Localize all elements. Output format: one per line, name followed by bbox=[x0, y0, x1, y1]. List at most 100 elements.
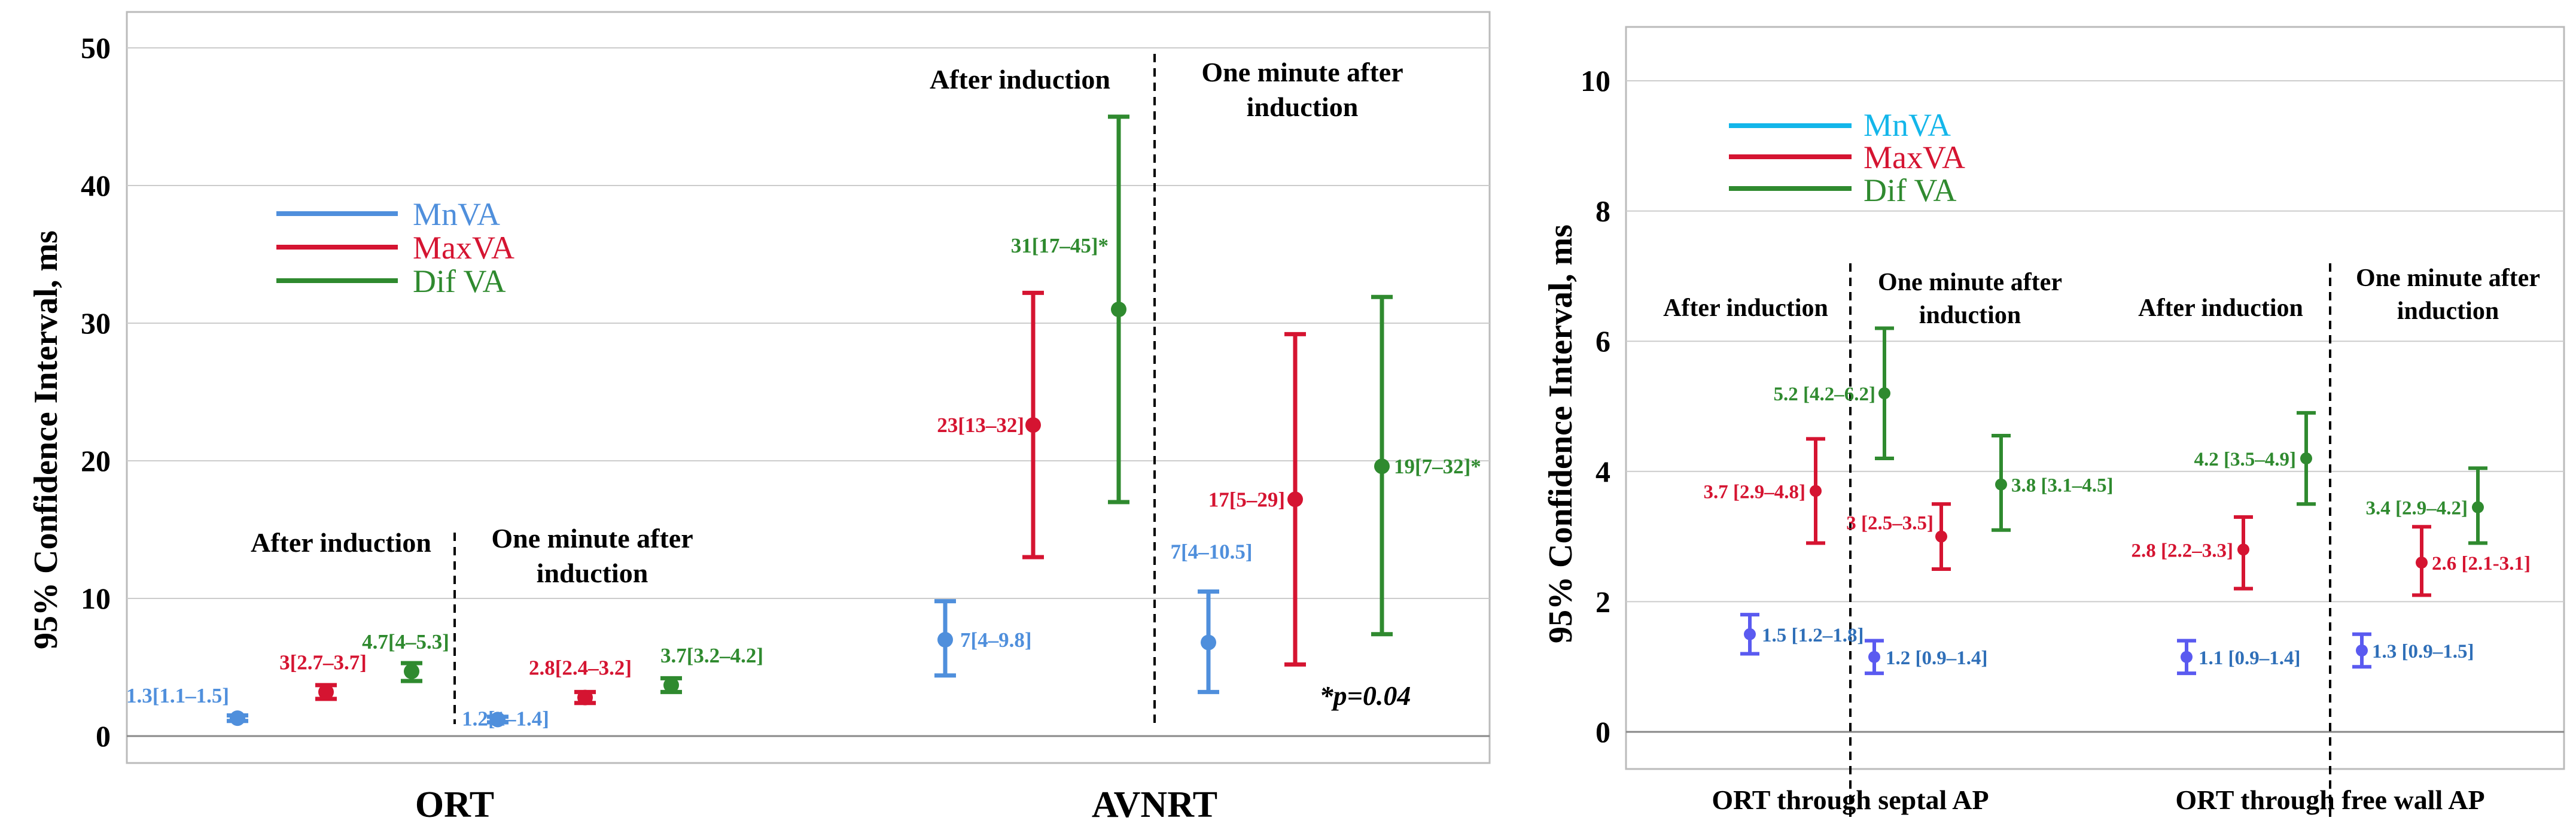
left-gridlines bbox=[127, 47, 1490, 737]
left-data-label-0: 1.3[1.1–1.5] bbox=[126, 684, 229, 707]
left-y-tick-label-5: 50 bbox=[81, 31, 111, 65]
left-point-marker-11 bbox=[1374, 458, 1390, 475]
right-data-label-9: 1.3 [0.9–1.5] bbox=[2372, 641, 2474, 662]
left-legend-maxva-label: MaxVA bbox=[413, 230, 514, 266]
left-point-marker-5 bbox=[663, 677, 679, 693]
left-y-ticks: 0 10 20 30 40 50 bbox=[81, 31, 111, 753]
right-freewall-header-one-minute-line2: induction bbox=[2397, 297, 2499, 325]
right-data-label-7: 2.8 [2.2–3.3] bbox=[2132, 540, 2233, 561]
left-data-label-5: 3.7[3.2–4.2] bbox=[660, 644, 763, 667]
left-data-label-4: 2.8[2.4–3.2] bbox=[529, 656, 632, 680]
left-ort-header-one-minute-line1: One minute after bbox=[491, 523, 693, 554]
left-error-bar-maxva-10: 17[5–29] bbox=[1208, 332, 1306, 667]
right-legend-maxva-label: MaxVA bbox=[1864, 139, 1965, 175]
left-data-label-7: 23[13–32] bbox=[937, 414, 1024, 437]
right-data-label-4: 3 [2.5–3.5] bbox=[1846, 513, 1933, 534]
left-data-label-11: 19[7–32]* bbox=[1394, 455, 1481, 478]
left-ort-header-after: After induction bbox=[251, 527, 431, 558]
left-group-label-avnrt: AVNRT bbox=[1092, 785, 1217, 825]
right-point-marker-9 bbox=[2356, 645, 2368, 656]
right-error-bar-difva-11: 3.4 [2.9–4.2] bbox=[2366, 466, 2487, 545]
right-error-bar-maxva-10: 2.6 [2.1-3.1] bbox=[2412, 525, 2531, 597]
right-y-tick-label-5: 10 bbox=[1581, 64, 1610, 98]
left-error-bar-difva-5: 3.7[3.2–4.2] bbox=[660, 644, 763, 694]
right-y-tick-label-2: 4 bbox=[1595, 455, 1610, 488]
left-point-marker-4 bbox=[577, 689, 593, 706]
right-y-axis-label: 95% Confidence Interval, ms bbox=[1542, 224, 1579, 643]
right-point-marker-3 bbox=[1868, 650, 1880, 663]
left-legend: MnVA MaxVA Dif VA bbox=[276, 196, 514, 299]
right-point-marker-11 bbox=[2472, 501, 2484, 513]
right-freewall-header-after: After induction bbox=[2138, 294, 2303, 322]
right-y-tick-label-3: 6 bbox=[1595, 324, 1610, 358]
right-point-marker-5 bbox=[1995, 478, 2007, 491]
left-group-label-ort: ORT bbox=[415, 785, 494, 825]
right-error-bar-mnva-9: 1.3 [0.9–1.5] bbox=[2352, 632, 2474, 669]
left-y-tick-label-4: 40 bbox=[81, 169, 111, 202]
left-y-axis-label: 95% Confidence Interval, ms bbox=[28, 230, 65, 649]
right-error-bar-maxva-1: 3.7 [2.9–4.8] bbox=[1704, 437, 1825, 545]
right-group-label-freewall: ORT through free wall AP bbox=[2175, 785, 2484, 815]
left-error-bar-mnva-6: 7[4–9.8] bbox=[934, 599, 1032, 678]
left-data-label-9: 7[4–10.5] bbox=[1170, 540, 1252, 564]
right-legend-difva-label: Dif VA bbox=[1864, 172, 1957, 208]
right-legend-mnva-label: MnVA bbox=[1864, 107, 1951, 143]
left-error-bar-mnva-0: 1.3[1.1–1.5] bbox=[126, 684, 248, 726]
right-point-marker-2 bbox=[1878, 387, 1890, 400]
right-legend: MnVA MaxVA Dif VA bbox=[1729, 107, 1965, 208]
right-plot-area bbox=[1625, 26, 2565, 770]
right-data-label-0: 1.5 [1.2–1.8] bbox=[1762, 625, 1864, 646]
right-freewall-header-one-minute-line1: One minute after bbox=[2356, 265, 2540, 292]
left-plot-area bbox=[126, 11, 1491, 764]
left-data-label-1: 3[2.7–3.7] bbox=[279, 650, 367, 674]
right-data-label-5: 3.8 [3.1–4.5] bbox=[2011, 475, 2113, 497]
left-point-marker-2 bbox=[404, 663, 419, 679]
left-error-bar-maxva-4: 2.8[2.4–3.2] bbox=[529, 656, 632, 706]
right-y-tick-label-1: 2 bbox=[1595, 585, 1610, 618]
left-error-bar-maxva-1: 3[2.7–3.7] bbox=[279, 650, 367, 701]
right-data-label-3: 1.2 [0.9–1.4] bbox=[1886, 647, 1987, 669]
left-avnrt-header-after: After induction bbox=[930, 64, 1110, 95]
left-data-label-2: 4.7[4–5.3] bbox=[362, 630, 449, 653]
right-data-label-2: 5.2 [4.2–6.2] bbox=[1774, 384, 1875, 405]
left-data-label-6: 7[4–9.8] bbox=[960, 628, 1032, 652]
right-error-bar-difva-5: 3.8 [3.1–4.5] bbox=[1992, 433, 2113, 532]
left-y-tick-label-3: 30 bbox=[81, 306, 111, 340]
right-error-bar-maxva-4: 3 [2.5–3.5] bbox=[1846, 502, 1951, 571]
left-point-marker-6 bbox=[937, 632, 953, 647]
right-point-marker-8 bbox=[2300, 452, 2312, 465]
right-error-bar-difva-8: 4.2 [3.5–4.9] bbox=[2194, 411, 2316, 506]
right-data-label-1: 3.7 [2.9–4.8] bbox=[1704, 481, 1805, 503]
left-data-label-8: 31[17–45]* bbox=[1011, 234, 1109, 257]
left-error-bar-difva-2: 4.7[4–5.3] bbox=[362, 630, 449, 683]
right-group-label-septal: ORT through septal AP bbox=[1712, 785, 1989, 815]
right-data-label-6: 1.1 [0.9–1.4] bbox=[2199, 647, 2300, 669]
left-point-marker-7 bbox=[1025, 417, 1041, 433]
left-error-bars: 1.3[1.1–1.5] 3[2.7–3.7]4.7[4–5.3] 1.2[1–1.… bbox=[126, 114, 1481, 730]
right-y-ticks: 0 2 4 6 8 10 bbox=[1581, 64, 1610, 749]
left-point-marker-3 bbox=[490, 712, 506, 728]
left-error-bar-mnva-3: 1.2[1–1.4] bbox=[462, 707, 549, 730]
right-point-marker-0 bbox=[1744, 628, 1756, 640]
right-gridlines bbox=[1626, 80, 2564, 733]
left-y-tick-label-1: 10 bbox=[81, 582, 111, 615]
left-error-bar-mnva-9: 7[4–10.5] bbox=[1170, 540, 1253, 694]
right-point-marker-4 bbox=[1935, 530, 1947, 543]
left-point-marker-9 bbox=[1201, 634, 1216, 650]
right-point-marker-7 bbox=[2237, 543, 2249, 556]
left-point-marker-0 bbox=[230, 710, 245, 726]
right-data-label-11: 3.4 [2.9–4.2] bbox=[2366, 498, 2468, 519]
left-legend-difva-label: Dif VA bbox=[413, 263, 506, 299]
right-point-marker-6 bbox=[2181, 650, 2193, 663]
right-y-tick-label-0: 0 bbox=[1595, 715, 1610, 749]
right-error-bar-mnva-0: 1.5 [1.2–1.8] bbox=[1740, 613, 1864, 656]
left-avnrt-header-one-minute-line2: induction bbox=[1247, 92, 1359, 122]
left-legend-mnva-label: MnVA bbox=[413, 196, 500, 232]
right-error-bar-maxva-7: 2.8 [2.2–3.3] bbox=[2132, 515, 2253, 591]
right-chart: 0 2 4 6 8 10 95% Confidence Interval, ms MnVA… bbox=[1542, 26, 2565, 817]
right-data-label-8: 4.2 [3.5–4.9] bbox=[2194, 449, 2296, 470]
right-error-bar-mnva-3: 1.2 [0.9–1.4] bbox=[1865, 639, 1987, 676]
left-error-bar-difva-8: 31[17–45]* bbox=[1011, 114, 1129, 504]
